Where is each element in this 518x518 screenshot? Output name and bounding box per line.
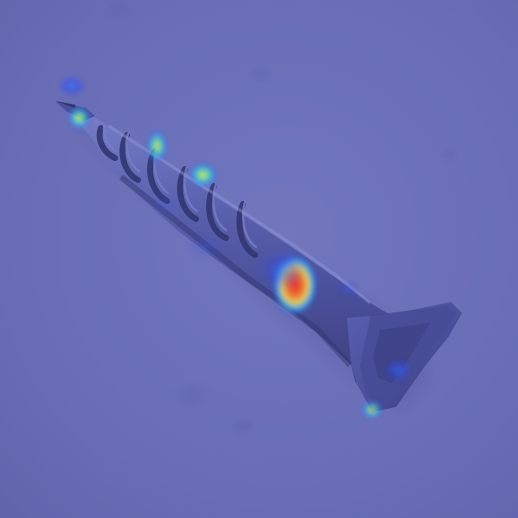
heatmap-overlay (58, 76, 411, 420)
background-specks (110, 3, 456, 432)
screw (55, 101, 462, 412)
